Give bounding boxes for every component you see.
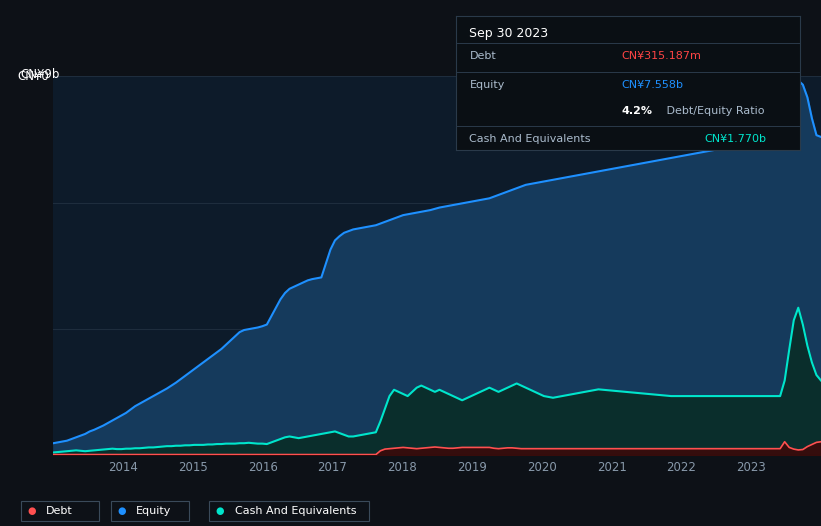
Text: CN¥1.770b: CN¥1.770b xyxy=(704,134,766,144)
Text: Sep 30 2023: Sep 30 2023 xyxy=(470,26,548,39)
Text: CN¥7.558b: CN¥7.558b xyxy=(621,80,683,90)
Text: Cash And Equivalents: Cash And Equivalents xyxy=(470,134,591,144)
Text: CN¥9b: CN¥9b xyxy=(21,68,60,82)
Text: CN¥0: CN¥0 xyxy=(18,70,49,83)
Text: Debt: Debt xyxy=(470,50,496,60)
Text: CN¥315.187m: CN¥315.187m xyxy=(621,50,701,60)
Text: ●: ● xyxy=(216,506,224,517)
Text: Equity: Equity xyxy=(470,80,505,90)
Text: Debt/Equity Ratio: Debt/Equity Ratio xyxy=(663,106,764,116)
Text: ●: ● xyxy=(27,506,35,517)
Text: ●: ● xyxy=(117,506,126,517)
Text: Debt: Debt xyxy=(46,506,73,517)
Text: 4.2%: 4.2% xyxy=(621,106,652,116)
Text: Cash And Equivalents: Cash And Equivalents xyxy=(235,506,356,517)
Text: Equity: Equity xyxy=(136,506,172,517)
